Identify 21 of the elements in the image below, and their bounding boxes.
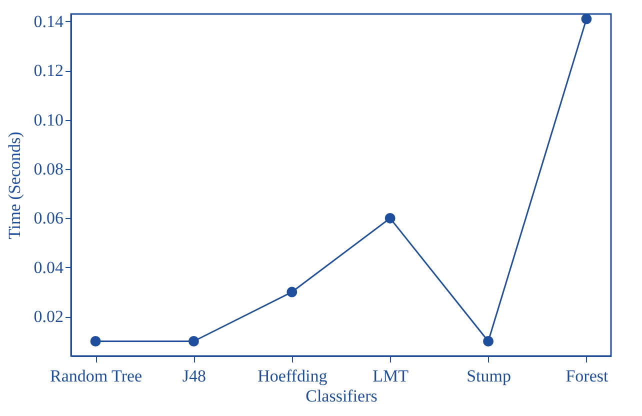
point — [483, 336, 494, 346]
point — [384, 212, 396, 224]
y-tick-label: 0.12 — [34, 61, 64, 80]
x-tick-label: Stump — [466, 366, 511, 386]
y-tick-label: 0.02 — [34, 307, 64, 326]
y-tick-label: 0.10 — [34, 110, 64, 130]
point — [90, 336, 101, 346]
point — [188, 336, 199, 346]
y-tick-label: 0.06 — [34, 208, 64, 228]
y-tick-label: 0.08 — [34, 160, 64, 179]
x-tick-label: Random Tree — [50, 366, 142, 386]
y-tick-label: 0.14 — [34, 12, 64, 31]
x-tick-label: LMT — [372, 366, 410, 386]
x-tick-label: Hoeffding — [258, 366, 328, 386]
x-tick-label: J48 — [182, 366, 206, 386]
point — [581, 14, 592, 24]
y-axis-title: Time (Seconds) — [4, 132, 24, 240]
y-tick-label: 0.04 — [34, 258, 64, 277]
point — [286, 286, 298, 298]
x-axis-title: Classifiers — [306, 386, 378, 406]
x-tick-label: Forest — [566, 366, 608, 386]
